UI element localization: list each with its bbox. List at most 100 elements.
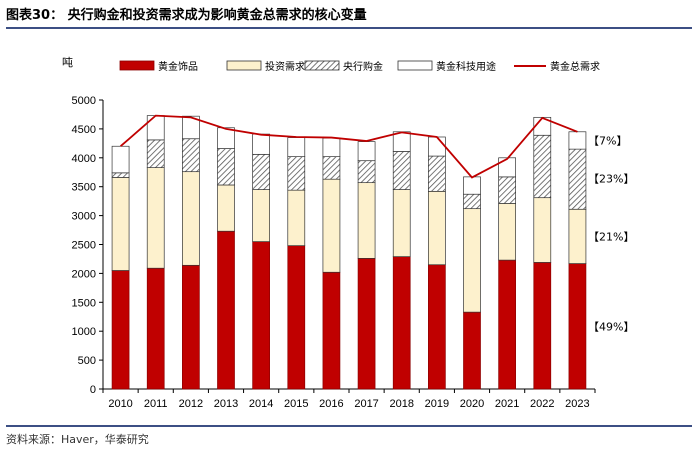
bar-central_bank-2017 — [357, 160, 376, 184]
x-tick-label: 2016 — [319, 398, 343, 410]
bar-central_bank-2019 — [428, 155, 446, 192]
y-tick-label: 1500 — [72, 297, 96, 309]
legend-swatch-jewelry — [119, 60, 155, 71]
bar-investment-2015 — [287, 189, 306, 247]
bar-jewelry-2012 — [182, 264, 200, 390]
legend-label-central_bank: 央行购金 — [343, 60, 383, 73]
bar-central_bank-2016 — [322, 156, 341, 180]
bar-investment-2013 — [217, 184, 235, 232]
x-tick-label: 2019 — [425, 398, 449, 410]
bar-technology-2011 — [146, 115, 165, 141]
bar-investment-2010 — [111, 177, 130, 271]
bar-central_bank-2023 — [568, 148, 587, 210]
legend-label-technology: 黄金科技用途 — [436, 60, 496, 73]
x-tick-label: 2011 — [144, 398, 168, 410]
bar-investment-2023 — [568, 208, 587, 264]
x-tick-label: 2012 — [179, 398, 203, 410]
x-tick-label: 2020 — [460, 398, 484, 410]
share-annotation: 【21%】 — [588, 230, 634, 243]
bar-technology-2015 — [287, 137, 306, 157]
bar-investment-2018 — [392, 189, 411, 257]
share-annotations: 【7%】【23%】【21%】【49%】 — [588, 134, 634, 333]
y-tick-label: 3500 — [72, 182, 96, 194]
legend-swatch-central_bank — [304, 60, 340, 71]
y-tick-label: 2000 — [72, 268, 96, 280]
bar-technology-2023 — [568, 131, 587, 150]
bar-jewelry-2018 — [392, 256, 411, 390]
bar-central_bank-2015 — [287, 156, 306, 191]
share-annotation: 【23%】 — [588, 173, 634, 186]
bar-investment-2019 — [428, 190, 446, 266]
bar-central_bank-2013 — [217, 148, 235, 186]
legend-label-investment: 投资需求 — [265, 60, 305, 73]
bar-jewelry-2016 — [322, 271, 341, 390]
bar-jewelry-2010 — [111, 270, 130, 390]
bar-technology-2020 — [463, 176, 481, 195]
total-demand-line — [119, 114, 578, 179]
source-note: 资料来源：Haver，华泰研究 — [6, 433, 149, 446]
x-tick-label: 2015 — [284, 398, 308, 410]
x-tick-label: 2022 — [530, 398, 554, 410]
x-tick-label: 2023 — [565, 398, 589, 410]
bar-investment-2014 — [252, 189, 270, 242]
bar-investment-2016 — [322, 178, 341, 273]
share-annotation: 【49%】 — [588, 320, 634, 333]
bar-technology-2013 — [217, 127, 235, 149]
legend-label-jewelry: 黄金饰品 — [158, 60, 198, 73]
bar-jewelry-2020 — [463, 311, 481, 390]
legend-swatch-technology — [397, 60, 433, 71]
bar-jewelry-2014 — [252, 241, 270, 390]
legend-swatch-investment — [226, 60, 262, 71]
bar-jewelry-2023 — [568, 263, 587, 390]
bar-investment-2022 — [533, 197, 552, 263]
bar-central_bank-2012 — [182, 138, 200, 173]
bar-technology-2019 — [428, 136, 446, 157]
bar-investment-2017 — [357, 182, 376, 259]
bar-jewelry-2013 — [217, 230, 235, 390]
x-tick-label: 2013 — [214, 398, 238, 410]
bar-investment-2011 — [146, 167, 165, 269]
bar-central_bank-2014 — [252, 153, 270, 190]
figure-title: 图表30： 央行购金和投资需求成为影响黄金总需求的核心变量 — [6, 8, 367, 23]
bar-jewelry-2022 — [533, 262, 552, 390]
y-tick-label: 500 — [78, 355, 96, 367]
chart-bars — [111, 115, 587, 390]
y-tick-label: 2500 — [72, 240, 96, 252]
y-axis-unit-label: 吨 — [62, 56, 73, 69]
bar-investment-2021 — [498, 203, 516, 261]
chart-legend: 黄金饰品 投资需求 央行购金 黄金科技用途 黄金总需求 — [119, 60, 600, 73]
bar-technology-2021 — [498, 157, 516, 178]
stacked-bar-chart: 黄金饰品 投资需求 央行购金 黄金科技用途 黄金总需求 吨 0 500 1000 1500 20… — [62, 56, 634, 410]
x-tick-label: 2021 — [495, 398, 519, 410]
bar-investment-2020 — [463, 208, 481, 313]
bar-technology-2014 — [252, 133, 270, 155]
title-rule — [6, 27, 692, 29]
bar-investment-2012 — [182, 171, 200, 266]
bar-jewelry-2017 — [357, 258, 376, 390]
x-tick-label: 2018 — [389, 398, 413, 410]
x-tick-label: 2017 — [354, 398, 378, 410]
total-demand-polyline — [119, 114, 578, 179]
bar-jewelry-2019 — [428, 264, 446, 390]
chart-axes: 0 500 1000 1500 2000 2500 3000 3500 4000 4500 5000… — [72, 95, 596, 410]
y-tick-label: 4000 — [72, 153, 96, 165]
x-tick-label: 2010 — [108, 398, 132, 410]
y-tick-label: 5000 — [72, 95, 96, 107]
y-tick-label: 0 — [90, 384, 96, 396]
bar-central_bank-2018 — [392, 151, 411, 190]
bar-central_bank-2010 — [111, 172, 130, 178]
bar-jewelry-2015 — [287, 245, 306, 390]
bar-central_bank-2022 — [533, 134, 552, 199]
x-tick-label: 2014 — [249, 398, 273, 410]
bar-central_bank-2021 — [498, 176, 516, 204]
footer-rule — [6, 425, 692, 427]
bar-technology-2010 — [111, 145, 130, 174]
legend-label-total: 黄金总需求 — [550, 60, 600, 73]
y-tick-label: 3000 — [72, 211, 96, 223]
bar-technology-2017 — [357, 141, 376, 162]
share-annotation: 【7%】 — [588, 134, 627, 147]
bar-technology-2016 — [322, 137, 341, 157]
y-tick-label: 4500 — [72, 124, 96, 136]
bar-technology-2012 — [182, 115, 200, 140]
y-tick-label: 1000 — [72, 326, 96, 338]
